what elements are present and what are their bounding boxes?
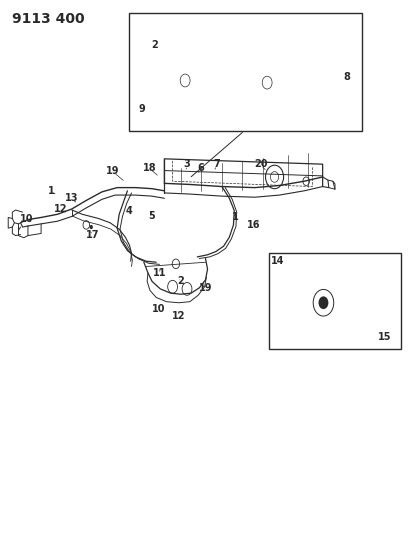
- Text: 13: 13: [65, 193, 79, 203]
- Text: 8: 8: [344, 72, 351, 82]
- Text: 7: 7: [214, 159, 220, 169]
- Text: 1: 1: [48, 186, 55, 196]
- Text: 11: 11: [153, 268, 166, 278]
- Text: 5: 5: [149, 211, 155, 221]
- Bar: [269, 253, 401, 349]
- Text: 3: 3: [184, 159, 190, 169]
- Text: 18: 18: [143, 163, 157, 173]
- Circle shape: [90, 225, 93, 229]
- Text: 19: 19: [199, 283, 212, 293]
- Bar: [129, 13, 362, 131]
- Text: 12: 12: [172, 311, 185, 320]
- Text: 16: 16: [247, 220, 261, 230]
- Text: 2: 2: [178, 277, 184, 286]
- Text: 9113 400: 9113 400: [12, 12, 85, 26]
- Text: 19: 19: [106, 166, 120, 175]
- Text: 15: 15: [378, 332, 391, 342]
- Text: 1: 1: [232, 213, 238, 222]
- Text: 2: 2: [151, 41, 157, 50]
- Text: 12: 12: [54, 204, 67, 214]
- Text: 10: 10: [152, 304, 165, 314]
- Text: 17: 17: [86, 230, 99, 239]
- Text: 10: 10: [20, 214, 33, 223]
- Text: 6: 6: [197, 163, 204, 173]
- Circle shape: [319, 296, 328, 309]
- Text: 4: 4: [126, 206, 133, 215]
- Text: 9: 9: [139, 104, 145, 114]
- Text: 14: 14: [271, 256, 284, 266]
- Text: 20: 20: [254, 159, 268, 169]
